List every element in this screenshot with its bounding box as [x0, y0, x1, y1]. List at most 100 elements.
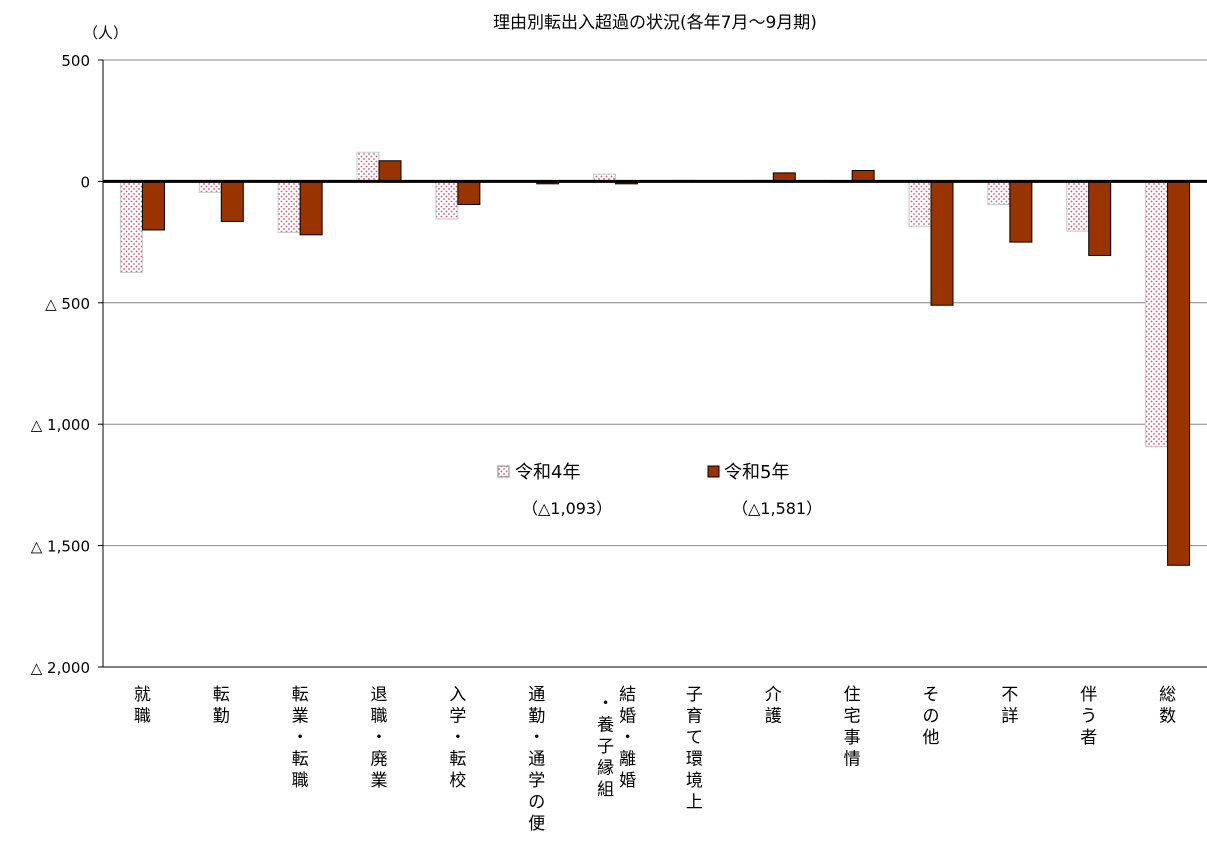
- bar-reiwa5-9: [851, 169, 875, 182]
- category-label-char: て: [686, 728, 703, 748]
- category-label-char: 組: [597, 780, 614, 800]
- y-tick-label: 0: [80, 173, 90, 191]
- category-label-char: の: [528, 793, 545, 813]
- category-label-char: 縁: [597, 759, 614, 779]
- category-label-char: 育: [686, 707, 703, 727]
- category-label-char: 職: [134, 707, 151, 727]
- bar-reiwa4-12: [1066, 180, 1090, 232]
- category-label-char: 業: [292, 707, 309, 727]
- category-label-1: 転勤: [213, 685, 230, 727]
- category-label-char: 転: [292, 750, 309, 770]
- category-label-char: 通: [528, 750, 545, 770]
- category-label-12: 伴う者: [1080, 685, 1097, 748]
- category-label-char: ・: [449, 728, 466, 748]
- category-label-char: 業: [371, 771, 388, 791]
- category-label-char: 就: [134, 685, 151, 705]
- category-label-char: ・: [292, 728, 309, 748]
- category-label-char: 伴: [1080, 685, 1097, 705]
- category-label-char: う: [1080, 707, 1097, 727]
- category-label-char: 転: [449, 750, 466, 770]
- bar-reiwa5-1: [220, 180, 244, 222]
- category-label-char: 通: [528, 685, 545, 705]
- legend-total-1: （△1,581）: [732, 499, 822, 518]
- category-label-char: 婚: [619, 771, 636, 791]
- gridlines: [98, 59, 1207, 668]
- category-label-8: 介護: [765, 685, 782, 727]
- legend-label-0: 令和4年: [515, 462, 580, 483]
- bar-reiwa4-4: [435, 180, 459, 220]
- bar-reiwa5-12: [1088, 180, 1112, 256]
- y-axis-tick-labels: 500 0 △ 500 △ 1,000 △ 1,500 △ 2,000: [31, 52, 90, 677]
- category-label-char: 校: [449, 771, 466, 791]
- category-label-char: ・: [371, 728, 388, 748]
- legend-total-0: （△1,093）: [522, 499, 612, 518]
- y-tick-label: △ 1,500: [31, 538, 90, 556]
- category-label-char: 婚: [619, 707, 636, 727]
- category-label-4: 入学・転校: [449, 685, 466, 791]
- category-label-0: 就職: [134, 685, 151, 727]
- category-label-char: ・: [528, 728, 545, 748]
- category-label-char: そ: [923, 685, 940, 705]
- y-tick-label: △ 1,000: [31, 416, 90, 434]
- category-label-10: その他: [923, 685, 940, 748]
- bar-reiwa4-3: [356, 151, 380, 182]
- category-label-char: 環: [686, 750, 703, 770]
- legend-swatch-0: [497, 465, 510, 478]
- y-tick-label: △ 500: [45, 295, 90, 313]
- category-label-char: 不: [1001, 685, 1018, 705]
- category-labels: 就職転勤転業・転職退職・廃業入学・転校通勤・通学の便結婚・離婚・養子縁組子育て環…: [134, 685, 1176, 834]
- category-label-2: 転業・転職: [292, 685, 309, 791]
- bar-reiwa4-11: [987, 180, 1011, 205]
- chart-title: 理由別転出入超過の状況(各年7月～9月期): [493, 13, 817, 33]
- bar-reiwa4-13: [1145, 180, 1169, 448]
- category-label-char: 数: [1159, 707, 1176, 727]
- category-label-char: 介: [765, 685, 782, 705]
- bar-reiwa5-4: [457, 180, 481, 205]
- category-label-char: 上: [686, 793, 703, 813]
- category-label-char: 転: [292, 685, 309, 705]
- category-label-char: 廃: [371, 750, 388, 770]
- category-label-char: 住: [844, 685, 861, 705]
- bar-reiwa5-10: [930, 180, 954, 306]
- bar-reiwa4-0: [119, 180, 143, 273]
- category-label-char: 宅: [844, 707, 861, 727]
- category-label-char: 勤: [213, 707, 230, 727]
- category-label-char: 境: [686, 771, 703, 791]
- category-label-char: 情: [844, 750, 861, 770]
- category-label-char: 他: [923, 728, 940, 748]
- category-label-13: 総数: [1159, 685, 1176, 727]
- category-label-11: 不詳: [1001, 685, 1018, 727]
- unit-label: （人）: [83, 24, 128, 42]
- bar-reiwa4-1: [198, 180, 222, 193]
- category-label-char: 職: [292, 771, 309, 791]
- category-label-char: 総: [1159, 685, 1176, 705]
- bar-reiwa5-13: [1167, 180, 1191, 566]
- category-label-char: 退: [371, 685, 388, 705]
- bar-reiwa5-0: [141, 180, 165, 231]
- category-label-char: 養: [597, 716, 614, 736]
- bar-reiwa5-11: [1009, 180, 1033, 243]
- axes: [102, 60, 1207, 668]
- category-label-char: 子: [597, 737, 614, 757]
- category-label-char: 勤: [528, 707, 545, 727]
- category-label-char: 護: [765, 707, 782, 727]
- legend-label-1: 令和5年: [724, 462, 789, 483]
- legend: 令和4年 （△1,093） 令和5年 （△1,581）: [497, 462, 822, 518]
- category-label-char: 事: [844, 728, 861, 748]
- category-label-char: 学: [449, 707, 466, 727]
- category-label-char: 便: [528, 814, 545, 834]
- category-label-char: 詳: [1001, 707, 1018, 727]
- category-label-char: 者: [1080, 728, 1097, 748]
- bar-reiwa4-2: [277, 180, 301, 233]
- category-label-char: 学: [528, 771, 545, 791]
- category-label-char: 転: [213, 685, 230, 705]
- bars: [119, 151, 1191, 566]
- category-label-char: 離: [619, 750, 636, 770]
- category-label-char: 結: [619, 685, 636, 705]
- category-label-char: 子: [686, 685, 703, 705]
